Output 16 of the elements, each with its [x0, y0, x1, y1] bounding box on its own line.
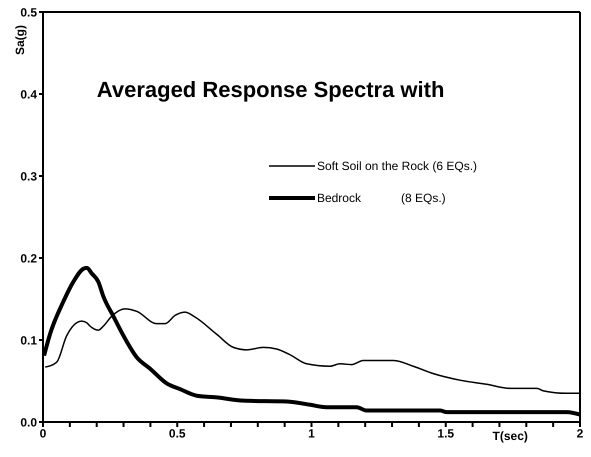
y-tick-label: 0.1 [20, 333, 38, 348]
y-tick-label: 0.2 [20, 251, 38, 266]
x-tick-label: 1.5 [437, 426, 454, 441]
x-axis-title: T(sec) [492, 429, 528, 443]
y-tick-label: 0.4 [20, 87, 38, 102]
y-tick-label: 0.5 [20, 5, 38, 20]
legend-label: Bedrock (8 EQs.) [316, 190, 446, 205]
legend-label: Soft Soil on the Rock (6 EQs.) [316, 158, 478, 173]
text: Averaged Response Spectra with [96, 76, 444, 103]
y-tick-label: 0.0 [20, 415, 38, 430]
y-tick-label: 0.3 [20, 169, 38, 184]
x-tick-label: 0.5 [168, 426, 186, 441]
y-axis-title: Sa(g) [13, 24, 27, 55]
x-tick-label: 1 [308, 426, 316, 441]
x-tick-label: 0 [40, 426, 47, 441]
x-tick-label: 2 [576, 426, 584, 441]
